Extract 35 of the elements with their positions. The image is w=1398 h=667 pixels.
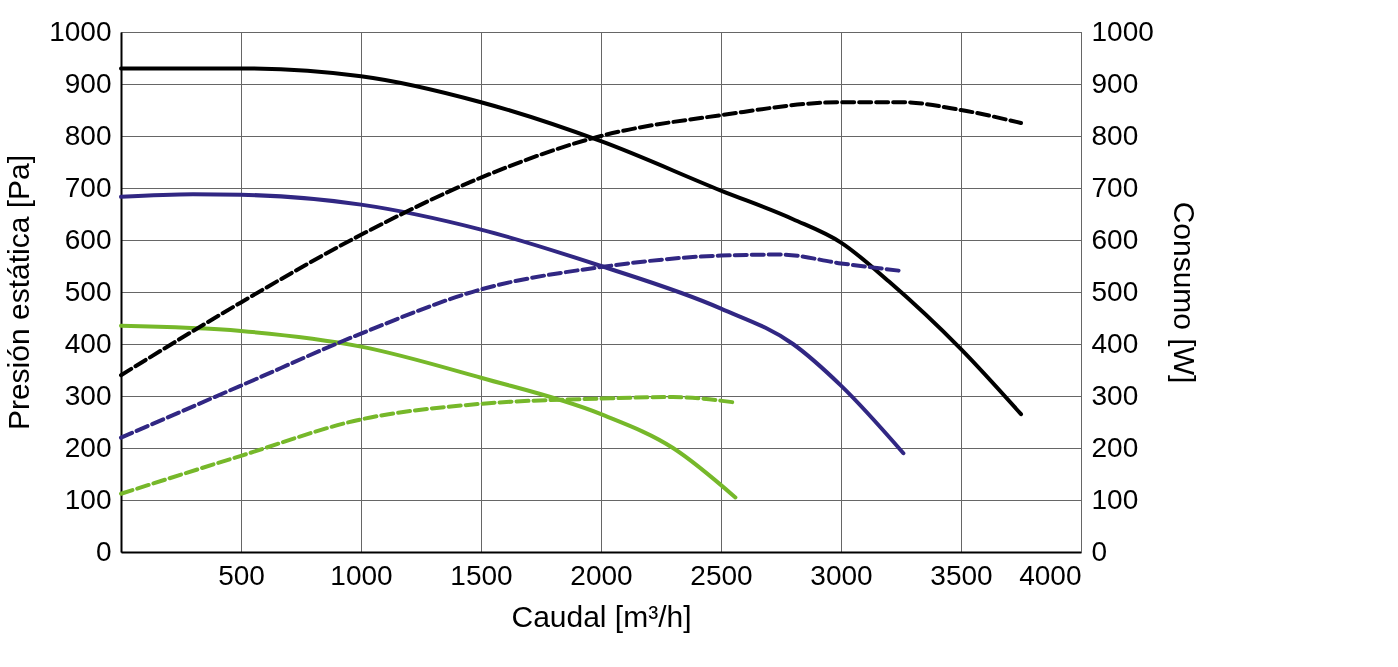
y2-tick-label: 200 — [1091, 431, 1139, 463]
y2-tick-label: 300 — [1091, 379, 1139, 411]
y-tick-label: 400 — [64, 327, 112, 359]
x-tick-label: 500 — [218, 559, 265, 591]
x-tick-label: 1000 — [330, 559, 393, 591]
y-tick-label: 700 — [64, 171, 112, 203]
line-series — [119, 192, 906, 456]
x-tick-label: 3000 — [810, 559, 873, 591]
y2-tick-label: 700 — [1091, 171, 1139, 203]
y2-tick-label: 900 — [1091, 67, 1139, 99]
x-tick-label: 2000 — [570, 559, 633, 591]
y2-tick-label: 0 — [1091, 535, 1108, 567]
y2-axis-title: Consumo [W] — [1167, 201, 1201, 384]
y-tick-label: 100 — [64, 483, 112, 515]
line-series — [119, 323, 738, 500]
y2-tick-label: 500 — [1091, 275, 1139, 307]
y-tick-label: 200 — [64, 431, 112, 463]
x-tick-label: 3500 — [930, 559, 993, 591]
y2-tick-label: 100 — [1091, 483, 1139, 515]
y-tick-label: 300 — [64, 379, 112, 411]
y2-tick-label: 400 — [1091, 327, 1139, 359]
y-tick-label: 0 — [95, 535, 112, 567]
y2-tick-label: 1000 — [1091, 15, 1154, 47]
y-axis-title: Presión estática [Pa] — [2, 154, 36, 431]
y-tick-label: 1000 — [49, 15, 112, 47]
y-tick-label: 500 — [64, 275, 112, 307]
y-tick-label: 800 — [64, 119, 112, 151]
y2-tick-label: 600 — [1091, 223, 1139, 255]
x-tick-label: 1500 — [450, 559, 513, 591]
y2-tick-label: 800 — [1091, 119, 1139, 151]
x-tick-label: 4000 — [1019, 559, 1082, 591]
x-tick-label: 2500 — [690, 559, 753, 591]
y-tick-label: 600 — [64, 223, 112, 255]
x-axis-title: Caudal [m³/h] — [511, 599, 692, 633]
y-tick-label: 900 — [64, 67, 112, 99]
